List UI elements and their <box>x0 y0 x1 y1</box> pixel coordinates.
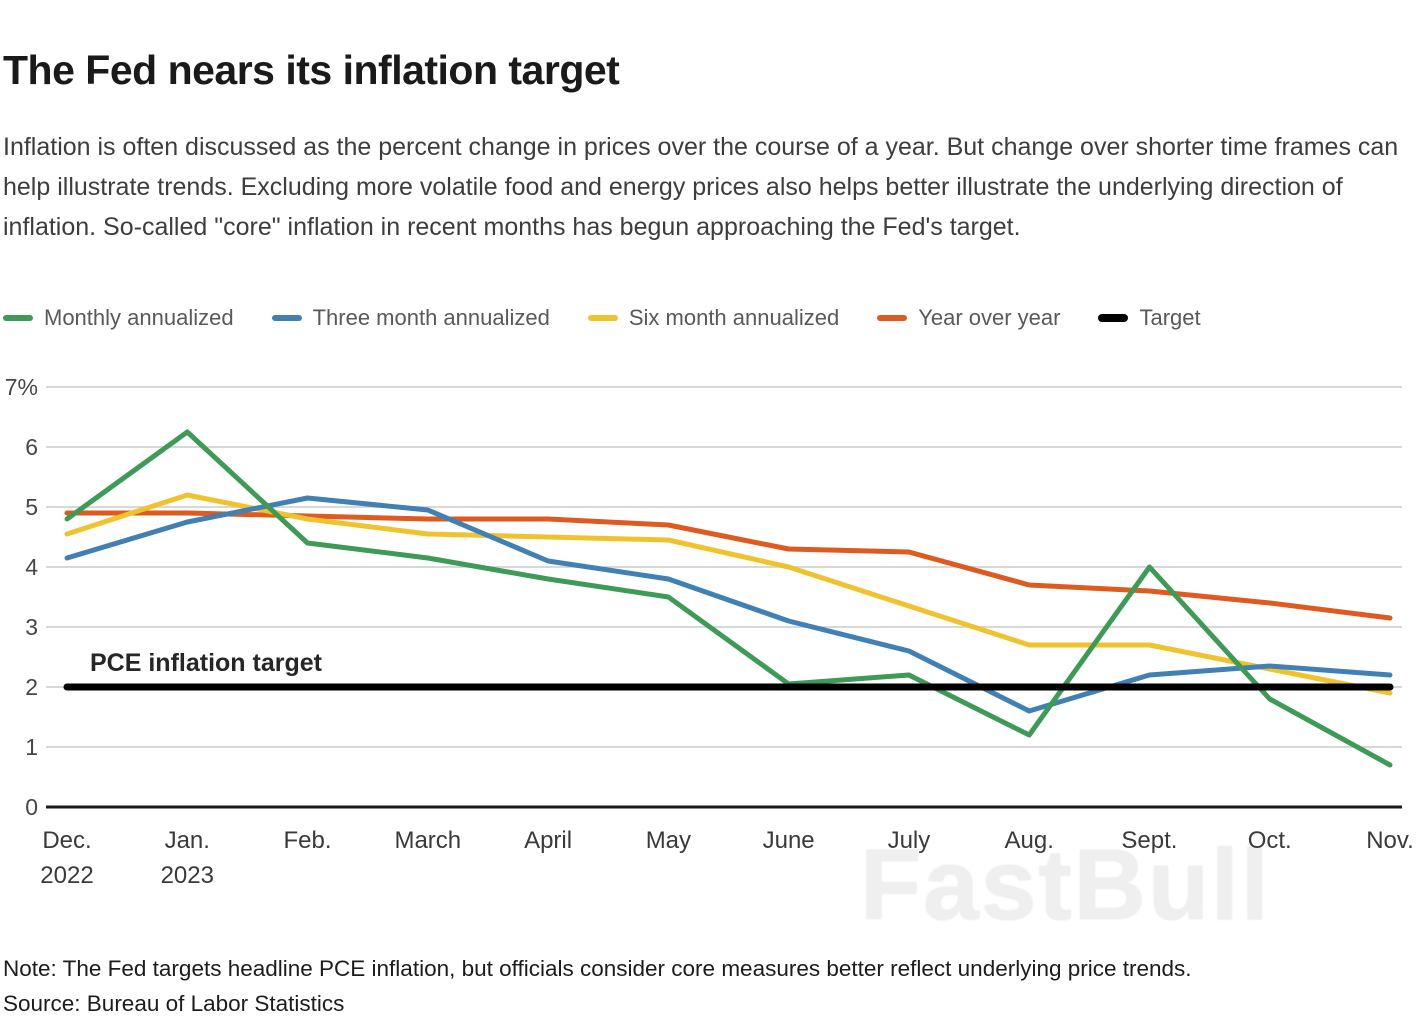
legend-item-4: Target <box>1098 305 1201 331</box>
chart-subtitle: Inflation is often discussed as the perc… <box>3 133 1399 241</box>
legend-label: Year over year <box>918 305 1061 330</box>
y-tick-label: 2 <box>25 674 38 700</box>
chart-note: Note: The Fed targets headline PCE infla… <box>3 955 1192 981</box>
legend-item-1: Three month annualized <box>271 305 550 331</box>
legend-swatch-icon <box>1098 314 1129 322</box>
y-tick-label: 3 <box>25 614 38 640</box>
legend-swatch-icon <box>587 315 618 321</box>
x-tick-label: Dec. <box>42 827 91 854</box>
legend-label: Monthly annualized <box>44 305 234 330</box>
legend-label: Target <box>1139 305 1201 330</box>
y-tick-label: 4 <box>25 554 38 580</box>
series-six-month-annualized <box>64 492 1393 696</box>
x-tick-label: April <box>524 827 572 854</box>
x-tick-label: 2023 <box>161 862 214 889</box>
legend-label: Six month annualized <box>628 305 840 330</box>
target-annotation: PCE inflation target <box>90 649 323 677</box>
x-tick-label: June <box>763 827 815 854</box>
legend-swatch-icon <box>877 315 908 321</box>
x-tick-label: Aug. <box>1004 827 1053 854</box>
y-tick-label: 0 <box>25 794 38 820</box>
x-tick-label: March <box>394 827 461 854</box>
legend-item-0: Monthly annualized <box>3 305 234 331</box>
series-three-month-annualized <box>64 495 1393 714</box>
x-tick-label: Nov. <box>1366 827 1414 854</box>
page-title: The Fed nears its inflation target <box>3 47 620 94</box>
x-tick-label: 2022 <box>40 862 93 889</box>
x-tick-label: Jan. <box>165 827 210 854</box>
y-tick-label: 6 <box>25 434 38 460</box>
line-chart: 7% 6 5 4 3 2 1 0 Dec. 2022 Jan. 2023 Feb. March April M… <box>0 360 1420 890</box>
y-tick-label: 5 <box>25 494 38 520</box>
chart-legend: Monthly annualized Three month annualized… <box>3 305 1413 331</box>
legend-label: Three month annualized <box>312 305 550 330</box>
legend-swatch-icon <box>3 315 33 321</box>
x-tick-label: Sept. <box>1121 827 1177 854</box>
legend-item-2: Six month annualized <box>587 305 840 331</box>
x-tick-label: Feb. <box>284 827 332 854</box>
legend-item-3: Year over year <box>877 305 1060 331</box>
x-tick-label: July <box>888 827 931 854</box>
y-tick-label: 1 <box>25 734 38 760</box>
x-tick-label: May <box>646 827 691 854</box>
series-monthly-annualized <box>64 429 1393 768</box>
y-tick-label: 7% <box>5 374 38 400</box>
x-tick-label: Oct. <box>1248 827 1292 854</box>
chart-source: Source: Bureau of Labor Statistics <box>3 990 345 1016</box>
legend-swatch-icon <box>271 315 302 321</box>
